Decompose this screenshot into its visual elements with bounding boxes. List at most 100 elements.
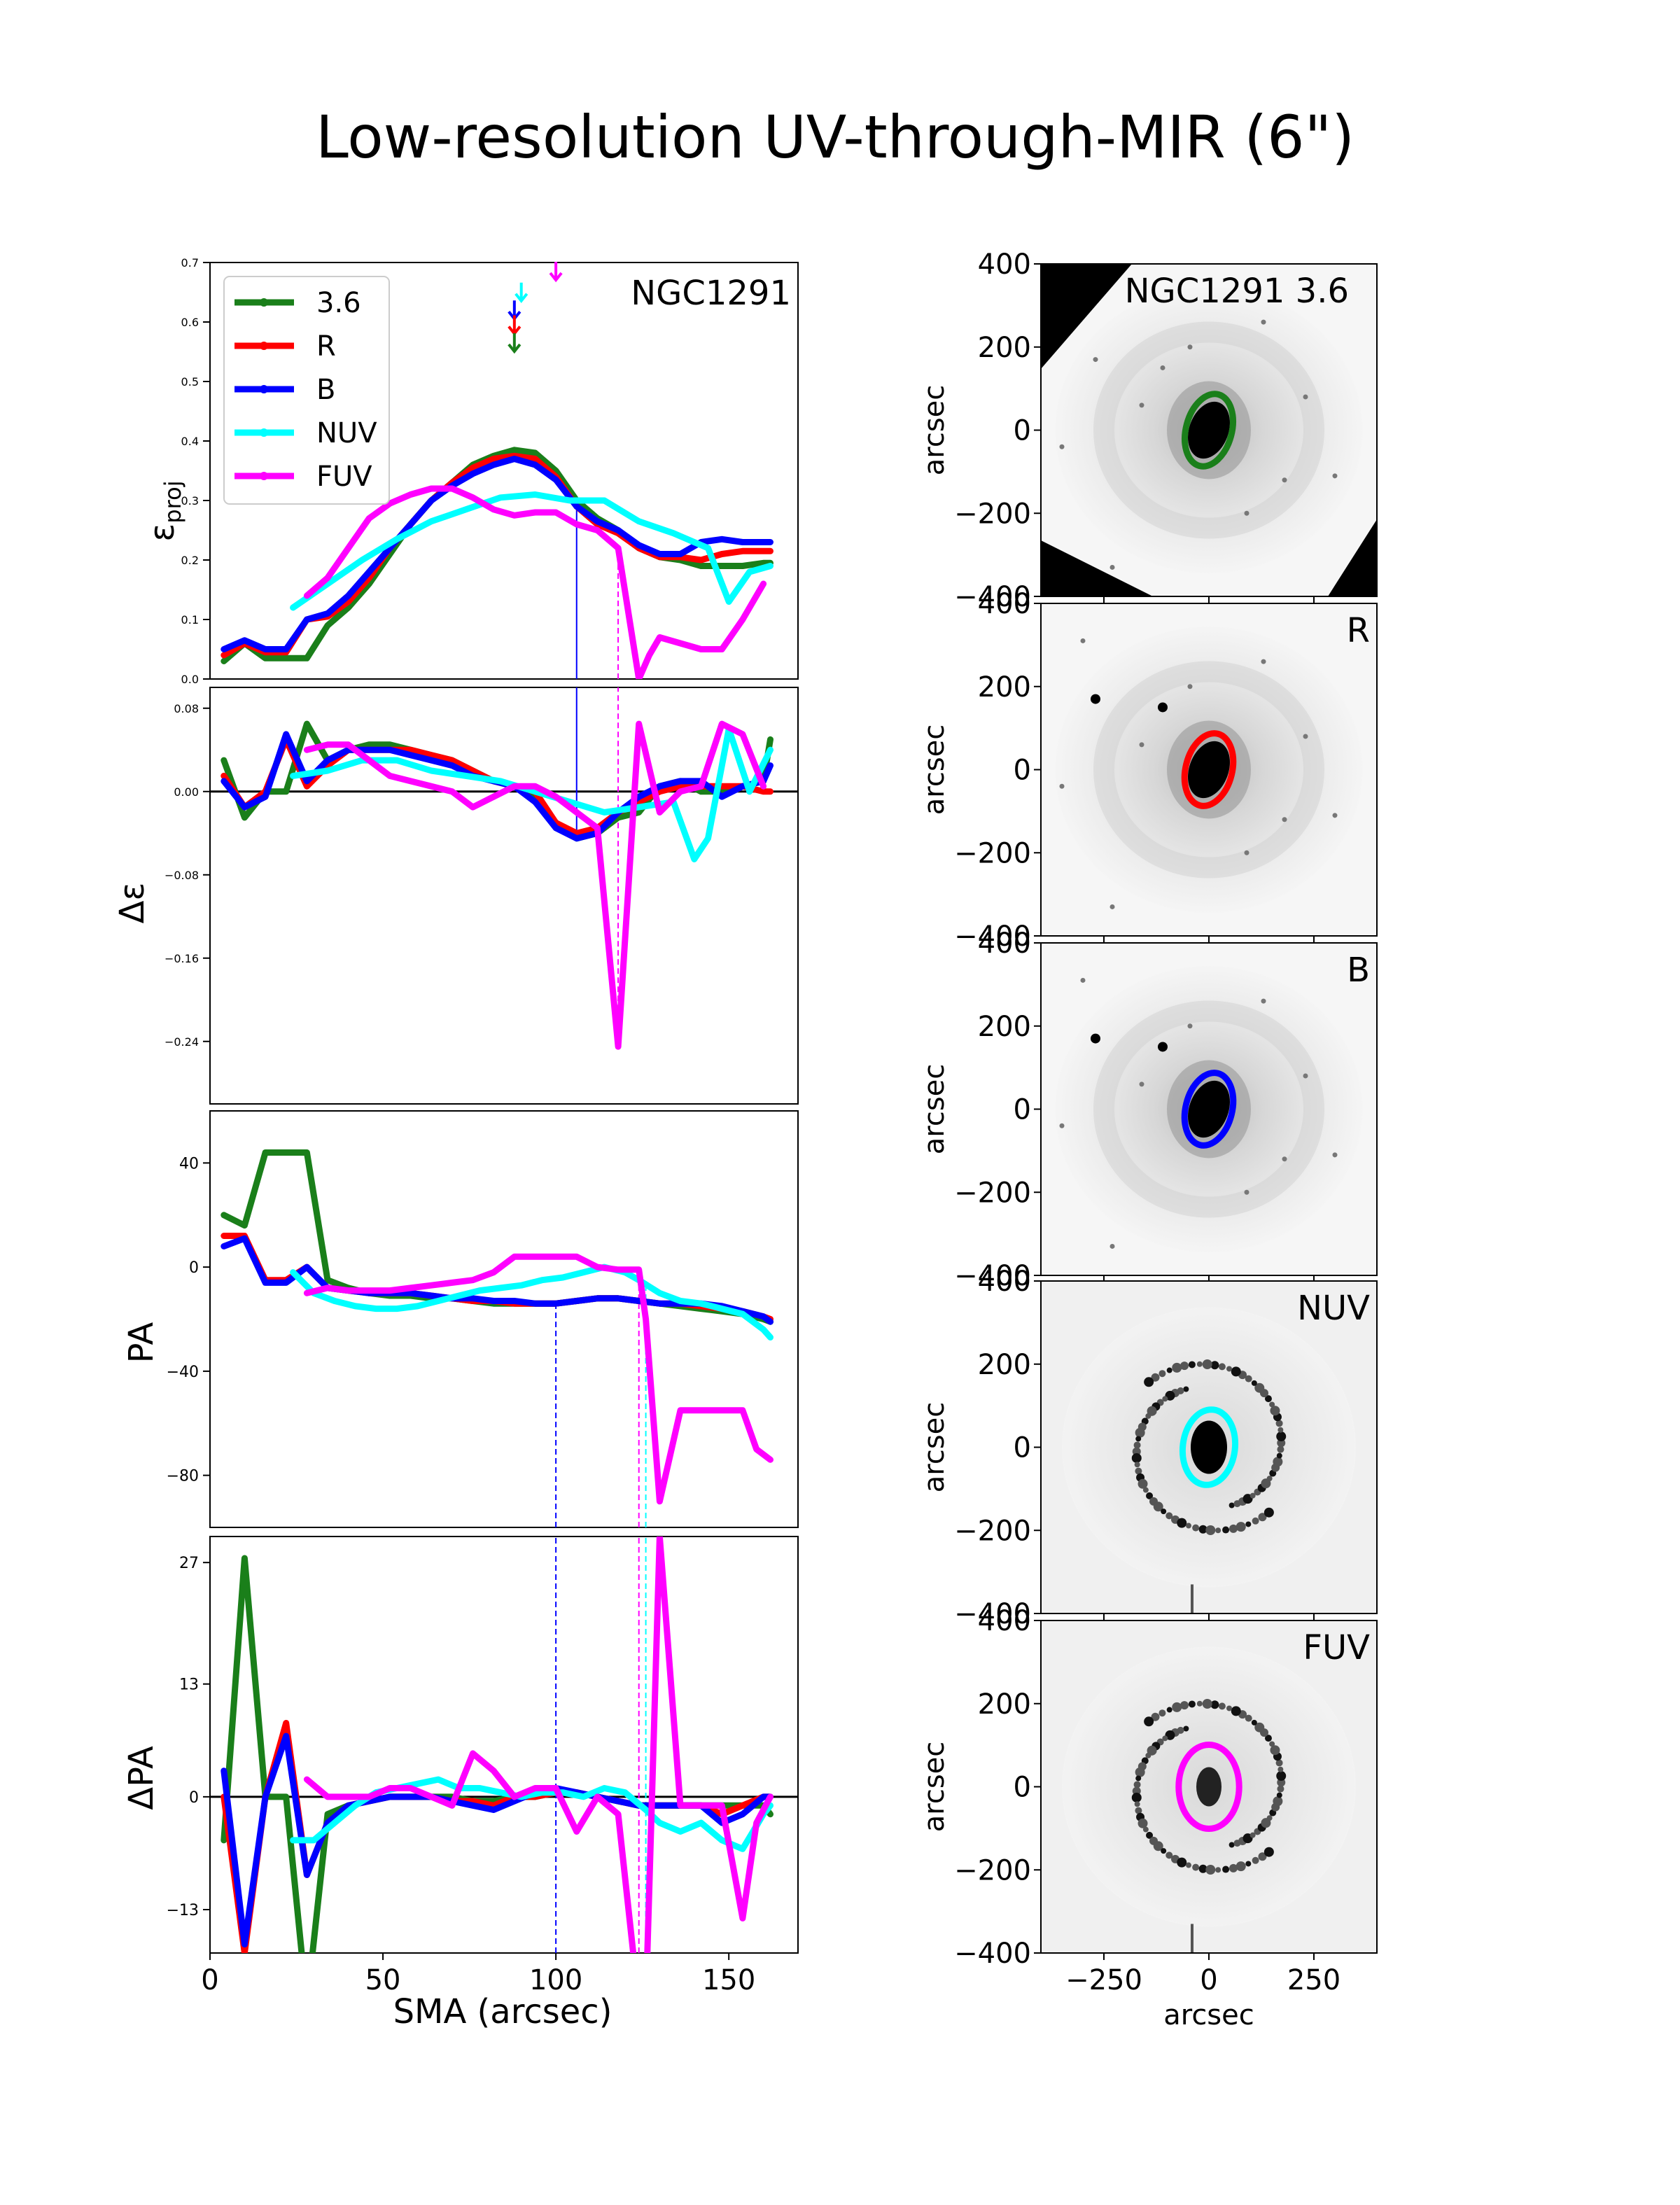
image-ytick-label: −400	[954, 920, 1031, 953]
series-line-nuv	[290, 726, 774, 862]
ytick-label: 0.1	[181, 613, 199, 626]
image-panel-3-6: NGC1291 3.6 400 200 0 −200 −400 arcsec	[918, 248, 1378, 613]
ytick-label: −0.16	[164, 952, 199, 965]
max-ellipticity-arrow-3-6	[507, 333, 522, 354]
image-panel-b: B 400 200 0 −200 −400 arcsec	[918, 927, 1378, 1292]
delta-position-angle-series	[210, 1536, 798, 1953]
delta-ellipticity-panel: 0.08 0.00 −0.08 −0.16 −0.24 Δε	[113, 687, 799, 1105]
legend-label: FUV	[316, 461, 372, 493]
ytick-label: 0.6	[181, 316, 199, 329]
galaxy-annotation: NGC1291	[631, 274, 791, 313]
image-ytick-label: 0	[1014, 1772, 1031, 1804]
position-angle-plot-frame	[209, 1110, 799, 1528]
ytick-label: 13	[179, 1676, 199, 1694]
isophote-ellipse-r	[1181, 730, 1237, 809]
image-xtick-label: 0	[1200, 1964, 1217, 1996]
ellipticity-ylabel: εproj	[143, 480, 186, 541]
ytick-label: 0.2	[181, 554, 199, 567]
image-label: NGC1291 3.6	[1125, 272, 1349, 311]
ytick-label: 0.5	[181, 375, 199, 388]
ellipticity-series	[220, 447, 774, 679]
ytick-label: 27	[179, 1555, 199, 1572]
legend-box	[223, 276, 390, 505]
image-ytick-label: −400	[954, 1260, 1031, 1292]
max-ellipticity-arrow-fuv	[549, 262, 563, 283]
series-line-fuv	[303, 720, 767, 1050]
legend-item-nuv: NUV	[234, 417, 377, 449]
image-ytick-label: 400	[978, 248, 1031, 281]
isophote-ellipse-b	[1181, 1070, 1237, 1149]
ytick-label: 0	[189, 1789, 199, 1807]
image-label: R	[1347, 611, 1370, 650]
image-ytick-label: −200	[954, 1515, 1031, 1547]
image-label: B	[1347, 951, 1370, 990]
image-ytick-label: 0	[1014, 755, 1031, 787]
series-line-3-6	[220, 447, 774, 664]
image-ylabel: arcsec	[918, 1402, 951, 1493]
xtick-label: 50	[365, 1964, 401, 1996]
ytick-label: −40	[167, 1364, 199, 1381]
ellipticity-arrows	[507, 262, 563, 354]
legend: 3.6 RB NUV FUV	[223, 276, 390, 505]
position-angle-panel: 40 0 −40 −80 PA	[122, 1110, 799, 1528]
position-angle-series	[220, 1149, 774, 1527]
image-ytick-label: 200	[978, 671, 1031, 704]
series-line-3-6	[220, 1149, 774, 1325]
legend-item-r: R	[234, 330, 336, 363]
image-ytick-label: 400	[978, 1605, 1031, 1637]
sma-xticks: 0 50 100 150	[201, 1953, 755, 1996]
legend-label: R	[316, 330, 336, 363]
series-line-nuv	[290, 491, 774, 611]
delta-ellipticity-plot-frame	[209, 687, 799, 1105]
image-ytick-label: −400	[954, 581, 1031, 613]
image-ylabel: arcsec	[918, 1064, 951, 1155]
image-label: NUV	[1297, 1289, 1370, 1328]
ytick-label: 0.3	[181, 494, 199, 507]
legend-item-3-6: 3.6	[234, 287, 361, 319]
xtick-label: 150	[702, 1964, 755, 1996]
position-angle-ylabel: PA	[122, 1322, 161, 1363]
image-panel-r: R 400 200 0 −200 −400 arcsec	[918, 588, 1378, 953]
delta-position-angle-plot-frame	[209, 1536, 799, 1954]
max-ellipticity-arrow-r	[507, 315, 522, 336]
image-panel-nuv: NUV 400 200 0 −200 −400 arcsec	[918, 1266, 1378, 1630]
image-panel-fuv: FUV 400 200 0 −200 −400 arcsec −250 0 250 arcsec	[918, 1605, 1378, 2031]
image-ylabel: arcsec	[918, 724, 951, 816]
ytick-label: −0.24	[164, 1035, 199, 1049]
delta-ellipticity-ylabel: Δε	[113, 883, 152, 924]
ytick-label: 0.4	[181, 435, 199, 448]
image-ytick-label: 400	[978, 927, 1031, 960]
image-ytick-label: 0	[1014, 1432, 1031, 1464]
ytick-label: 0.0	[181, 673, 199, 686]
image-ylabel: arcsec	[918, 1742, 951, 1833]
image-ytick-label: 200	[978, 1349, 1031, 1381]
ytick-label: −0.08	[164, 869, 199, 882]
figure-title: Low-resolution UV-through-MIR (6")	[316, 103, 1354, 172]
isophote-ellipse-fuv	[1175, 1742, 1242, 1832]
image-ytick-label: 200	[978, 1011, 1031, 1043]
series-line-b	[220, 456, 774, 652]
delta-ellipticity-series	[210, 687, 798, 1050]
series-line-fuv	[303, 1253, 774, 1505]
ellipticity-panel: 0.0 0.1 0.2 0.3 0.4 0.5 0.6 0.7 εproj NGC1291 3…	[143, 256, 799, 686]
ytick-label: 0.08	[174, 702, 199, 715]
isophote-ellipse-nuv	[1179, 1406, 1239, 1488]
xtick-label: 0	[201, 1964, 218, 1996]
image-ytick-label: −200	[954, 498, 1031, 530]
image-ytick-label: 400	[978, 1266, 1031, 1298]
image-ytick-label: 0	[1014, 415, 1031, 447]
delta-ellipticity-yticks: 0.08 0.00 −0.08 −0.16 −0.24	[164, 702, 210, 1049]
image-xtick-label: −250	[1065, 1964, 1142, 1996]
image-ytick-label: −200	[954, 837, 1031, 869]
legend-label: 3.6	[316, 287, 361, 319]
series-line-fuv	[303, 1536, 774, 1953]
image-ytick-label: −400	[954, 1598, 1031, 1630]
legend-item-fuv: FUV	[234, 461, 372, 493]
image-ytick-label: 200	[978, 1688, 1031, 1721]
isophote-ellipse-3-6	[1182, 391, 1236, 470]
series-line-nuv	[290, 1264, 774, 1340]
ellipticity-yticks: 0.0 0.1 0.2 0.3 0.4 0.5 0.6 0.7	[181, 256, 210, 686]
delta-position-angle-yticks: 27 13 0 −13	[167, 1555, 210, 1919]
position-angle-yticks: 40 0 −40 −80	[167, 1155, 210, 1485]
image-ytick-label: −200	[954, 1177, 1031, 1209]
